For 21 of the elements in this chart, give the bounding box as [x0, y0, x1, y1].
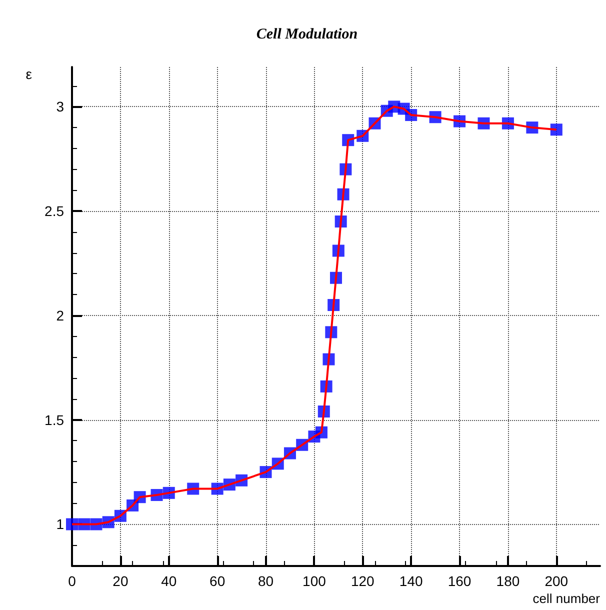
x-tick-label: 160 — [448, 573, 472, 589]
x-tick-label: 100 — [302, 573, 326, 589]
x-tick-label: 0 — [68, 573, 76, 589]
x-tick-label: 180 — [496, 573, 520, 589]
y-tick-label: 3 — [56, 98, 64, 115]
x-tick-label: 40 — [161, 573, 177, 589]
x-axis-title: cell number — [532, 591, 601, 606]
x-tick-label: 60 — [210, 573, 226, 589]
y-tick-label: 1.5 — [44, 412, 64, 428]
x-tick-label: 140 — [399, 573, 423, 589]
x-tick-label: 80 — [258, 573, 274, 589]
x-tick-label: 20 — [112, 573, 128, 589]
point — [66, 518, 78, 530]
y-tick-label: 2.5 — [44, 203, 64, 220]
x-tick-label: 120 — [350, 573, 375, 589]
y-tick-label: 2 — [56, 307, 64, 324]
y-axis-title: ε — [26, 66, 32, 82]
point — [550, 124, 562, 136]
y-tick-label: 1 — [56, 516, 64, 532]
chart-title: Cell Modulation — [256, 26, 358, 42]
x-tick-label: 200 — [544, 573, 568, 589]
